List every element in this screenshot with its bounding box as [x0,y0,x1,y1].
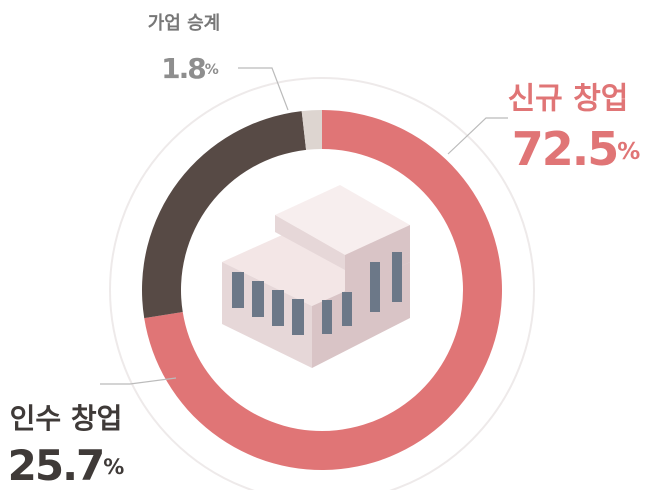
leader-lines [100,67,508,385]
value-label: 25.7% [8,441,125,490]
building-icon [222,185,410,368]
category-label: 신규 창업 [508,82,629,117]
value-label: 1.8% [161,52,219,85]
outer-ring [109,77,535,490]
category-label: 인수 창업 [10,402,123,435]
category-label: 가업 승계 [148,13,221,34]
donut [141,110,502,470]
value-label: 72.5% [512,122,641,176]
donut-segment [141,111,307,319]
donut-segment [301,110,322,150]
